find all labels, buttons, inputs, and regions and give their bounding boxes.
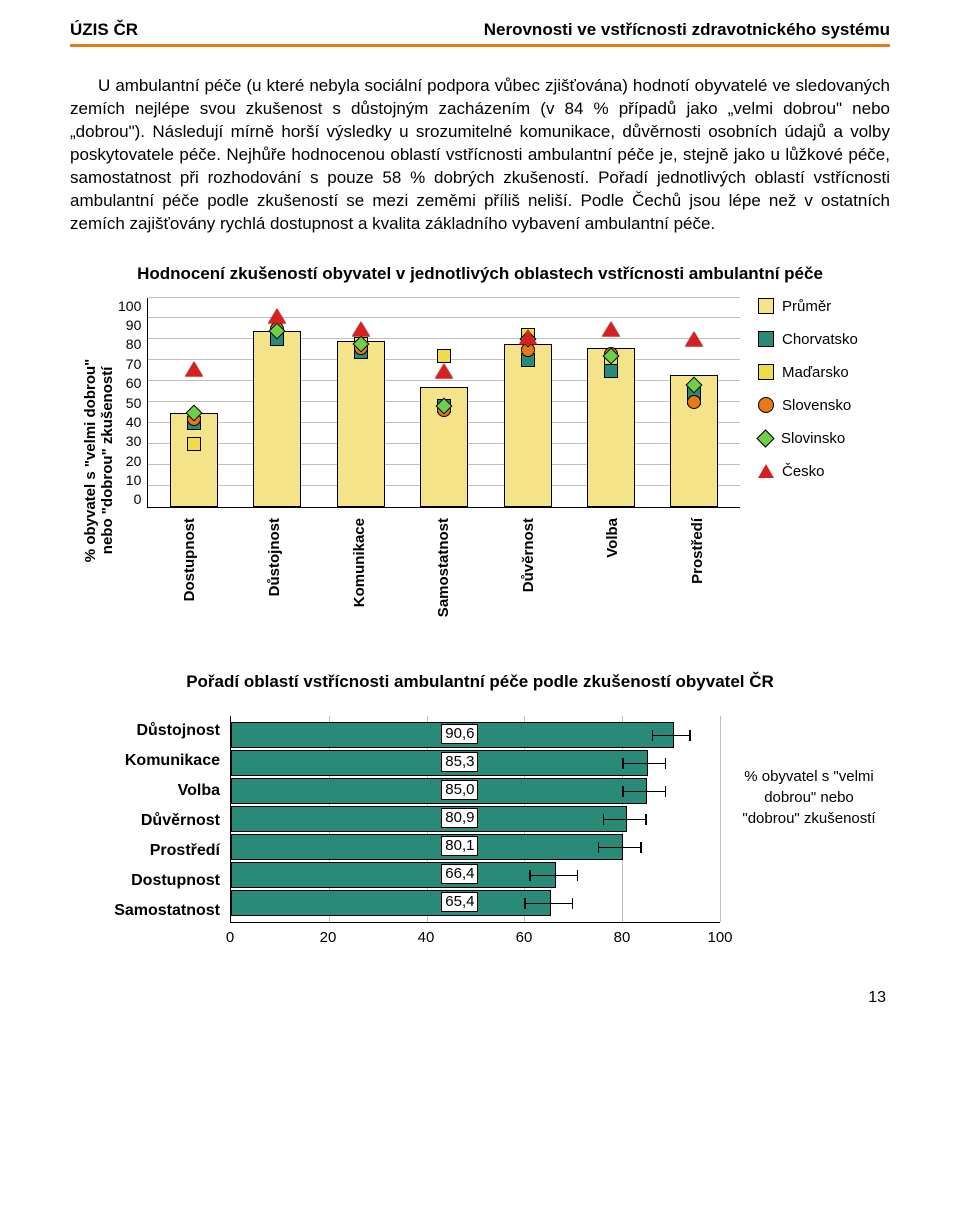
- chart2-row: 90,6: [231, 722, 720, 748]
- chart2-row-label: Dostupnost: [80, 866, 220, 896]
- legend-swatch-chorvatsko: [758, 331, 774, 347]
- legend-swatch-madarsko: [758, 364, 774, 380]
- chart2-bar: [231, 834, 623, 860]
- legend-label: Maďarsko: [782, 364, 849, 381]
- chart2-row: 85,3: [231, 750, 720, 776]
- chart2-row-label: Důvěrnost: [80, 806, 220, 836]
- chart2-value: 90,6: [441, 724, 478, 744]
- marker-cesko: [519, 330, 537, 345]
- marker-cesko: [185, 361, 203, 376]
- chart1-title: Hodnocení zkušeností obyvatel v jednotli…: [80, 264, 880, 284]
- chart2-row-label: Důstojnost: [80, 716, 220, 746]
- chart2-bar: [231, 890, 551, 916]
- chart1-plot: [147, 298, 740, 508]
- marker-cesko: [685, 332, 703, 347]
- marker-madarsko: [187, 437, 201, 451]
- chart1-ylabel: % obyvatel s "velmi dobrou" nebo "dobrou…: [80, 298, 118, 622]
- chart2-row: 80,1: [231, 834, 720, 860]
- avg-bar: [337, 341, 385, 506]
- chart2-ylabels: DůstojnostKomunikaceVolbaDůvěrnostProstř…: [80, 716, 230, 949]
- header-left: ÚZIS ČR: [70, 20, 138, 40]
- chart2-plot: 90,6 85,3 85,0 80,9 80,1 66,4 65,4: [230, 716, 720, 923]
- page-number: 13: [70, 989, 890, 1007]
- marker-cesko: [602, 321, 620, 336]
- chart2-xaxis: 020406080100: [230, 929, 720, 949]
- avg-bar: [504, 344, 552, 507]
- marker-cesko: [352, 321, 370, 336]
- chart2-legend: % obyvatel s "velmi dobrou" nebo "dobrou…: [720, 716, 880, 949]
- chart2-value: 85,3: [441, 752, 478, 772]
- chart2-row-label: Komunikace: [80, 746, 220, 776]
- chart2-bar: [231, 750, 648, 776]
- chart2-bar: [231, 806, 627, 832]
- legend-label: Průměr: [782, 298, 831, 315]
- legend-swatch-avg: [758, 298, 774, 314]
- marker-madarsko: [437, 349, 451, 363]
- chart2-row-label: Prostředí: [80, 836, 220, 866]
- chart2-value: 80,9: [441, 808, 478, 828]
- marker-cesko: [435, 363, 453, 378]
- chart2-row: 65,4: [231, 890, 720, 916]
- chart-1: Hodnocení zkušeností obyvatel v jednotli…: [80, 264, 880, 622]
- chart2-row: 85,0: [231, 778, 720, 804]
- xlabel: Prostředí: [689, 518, 706, 584]
- chart2-bar: [231, 862, 556, 888]
- chart2-value: 65,4: [441, 892, 478, 912]
- xlabel: Komunikace: [351, 518, 368, 607]
- legend-label: Česko: [782, 463, 825, 480]
- chart2-row-label: Samostatnost: [80, 896, 220, 926]
- chart2-row-label: Volba: [80, 776, 220, 806]
- legend-label: Slovinsko: [781, 430, 845, 447]
- chart2-value: 85,0: [441, 780, 478, 800]
- marker-cesko: [268, 309, 286, 324]
- chart2-bar: [231, 778, 647, 804]
- xlabel: Důstojnost: [266, 518, 283, 596]
- marker-slovensko: [687, 395, 701, 409]
- legend-label: Chorvatsko: [782, 331, 858, 348]
- xlabel: Dostupnost: [181, 518, 198, 601]
- marker-chorvatsko: [604, 364, 618, 378]
- header-right: Nerovnosti ve vstřícnosti zdravotnického…: [484, 20, 890, 40]
- body-paragraph: U ambulantní péče (u které nebyla sociál…: [70, 75, 890, 236]
- chart1-legend: Průměr Chorvatsko Maďarsko Slovensko Slo…: [740, 298, 880, 622]
- chart2-value: 66,4: [441, 864, 478, 884]
- legend-swatch-cesko: [758, 464, 774, 478]
- chart2-row: 80,9: [231, 806, 720, 832]
- avg-bar: [253, 331, 301, 507]
- chart2-value: 80,1: [441, 836, 478, 856]
- legend-label: Slovensko: [782, 397, 851, 414]
- header-rule: [70, 44, 890, 47]
- chart1-xlabels: Dostupnost Důstojnost Komunikace Samostatno…: [147, 518, 740, 622]
- chart2-title: Pořadí oblastí vstřícnosti ambulantní pé…: [80, 672, 880, 692]
- xlabel: Důvěrnost: [520, 518, 537, 592]
- xlabel: Volba: [604, 518, 621, 558]
- legend-swatch-slovinsko: [756, 429, 774, 447]
- chart2-row: 66,4: [231, 862, 720, 888]
- chart1-yaxis: 1009080706050403020100: [118, 298, 147, 508]
- page-header: ÚZIS ČR Nerovnosti ve vstřícnosti zdravo…: [70, 20, 890, 44]
- chart-2: Pořadí oblastí vstřícnosti ambulantní pé…: [80, 672, 880, 949]
- legend-swatch-slovensko: [758, 397, 774, 413]
- xlabel: Samostatnost: [435, 518, 452, 617]
